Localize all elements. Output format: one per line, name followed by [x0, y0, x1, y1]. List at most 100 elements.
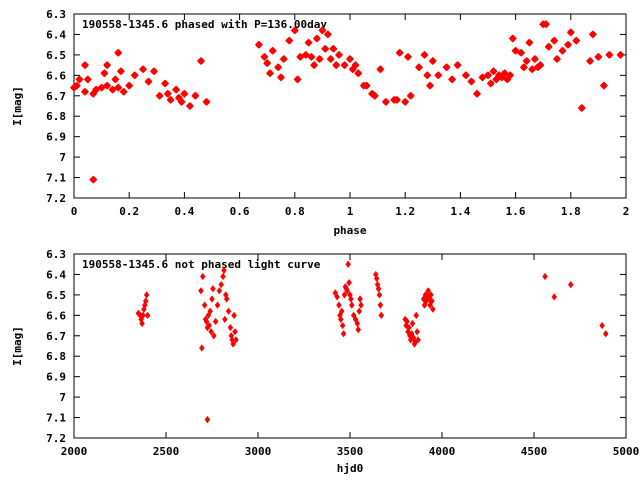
data-point	[605, 50, 614, 59]
data-point	[260, 52, 269, 61]
data-point	[323, 30, 332, 39]
data-point	[163, 89, 172, 98]
data-point	[141, 305, 147, 313]
data-point	[472, 89, 482, 98]
y-tick-label: 6.3	[46, 8, 66, 21]
data-point	[354, 319, 361, 328]
data-point	[406, 323, 412, 332]
data-point	[522, 56, 531, 66]
data-point	[144, 77, 153, 86]
y-tick-label: 7.2	[46, 432, 66, 445]
data-point	[211, 332, 217, 340]
data-point	[376, 65, 385, 74]
data-point	[166, 95, 175, 104]
x-tick-label: 0	[71, 205, 78, 218]
data-point	[321, 44, 330, 53]
data-point	[602, 330, 609, 338]
y-tick-label: 6.8	[46, 350, 66, 363]
data-point	[103, 61, 112, 70]
data-point	[461, 71, 470, 80]
data-point	[340, 61, 349, 70]
data-point	[467, 77, 476, 86]
data-point	[230, 340, 236, 348]
data-point	[203, 317, 210, 326]
data-point	[222, 315, 228, 324]
data-point	[377, 301, 384, 309]
data-point	[149, 67, 159, 76]
data-point	[404, 317, 410, 326]
data-point	[293, 75, 302, 84]
y-tick-label: 6.5	[46, 49, 66, 62]
data-point	[345, 260, 351, 268]
data-point	[155, 91, 164, 100]
data-point	[310, 61, 319, 70]
data-point	[478, 73, 487, 82]
data-point	[413, 311, 420, 319]
data-point	[276, 73, 286, 82]
data-point	[290, 26, 299, 35]
x-tick-label: 4500	[521, 445, 548, 458]
data-point	[334, 50, 344, 59]
data-point	[196, 56, 206, 66]
data-point	[97, 83, 106, 92]
data-point	[119, 87, 128, 96]
data-point	[83, 75, 92, 84]
data-point	[542, 272, 548, 281]
data-point	[338, 315, 344, 324]
data-point	[329, 44, 338, 53]
y-tick-label: 6.6	[46, 309, 66, 322]
data-point	[423, 71, 432, 80]
data-point	[370, 91, 379, 100]
data-point	[406, 91, 415, 100]
data-point	[378, 311, 385, 319]
data-point	[191, 91, 200, 100]
data-point	[409, 319, 416, 328]
data-point	[198, 287, 204, 295]
data-point	[301, 50, 310, 59]
y-axis-label: I[mag]	[11, 86, 24, 126]
x-tick-label: 0.8	[285, 205, 305, 218]
data-point	[201, 301, 208, 309]
y-tick-label: 6.9	[46, 131, 66, 144]
data-point	[403, 52, 413, 61]
x-tick-label: 2000	[61, 445, 88, 458]
data-point	[346, 279, 352, 287]
data-point	[185, 101, 194, 111]
data-point	[500, 69, 509, 78]
data-point	[161, 79, 170, 88]
x-axis-label: hjd0	[337, 462, 364, 475]
data-point	[307, 52, 316, 61]
data-point	[80, 61, 90, 70]
data-point	[326, 54, 335, 64]
data-point	[207, 307, 213, 315]
y-tick-label: 6.3	[46, 248, 66, 261]
chart-title: 190558-1345.6 not phased light curve	[82, 258, 321, 271]
data-point	[428, 291, 434, 299]
data-point	[304, 38, 313, 47]
data-point	[199, 344, 205, 352]
data-point	[511, 46, 520, 55]
data-point	[594, 52, 603, 61]
data-point	[528, 65, 537, 74]
data-point	[551, 293, 558, 301]
data-point	[130, 71, 139, 80]
x-tick-label: 2	[623, 205, 630, 218]
data-point	[254, 40, 263, 49]
y-tick-label: 6.8	[46, 110, 66, 123]
data-point	[430, 305, 436, 313]
data-point	[348, 295, 354, 303]
data-point	[114, 83, 123, 92]
data-point	[108, 85, 117, 94]
data-point	[72, 81, 81, 90]
data-point	[225, 307, 232, 315]
data-point	[508, 34, 517, 43]
x-tick-label: 0.2	[119, 205, 139, 218]
data-point	[209, 295, 215, 303]
x-tick-label: 1.6	[506, 205, 526, 218]
data-point	[577, 103, 586, 113]
data-point	[204, 415, 211, 424]
data-point	[103, 81, 112, 90]
data-point	[568, 281, 574, 289]
data-point	[358, 301, 364, 309]
